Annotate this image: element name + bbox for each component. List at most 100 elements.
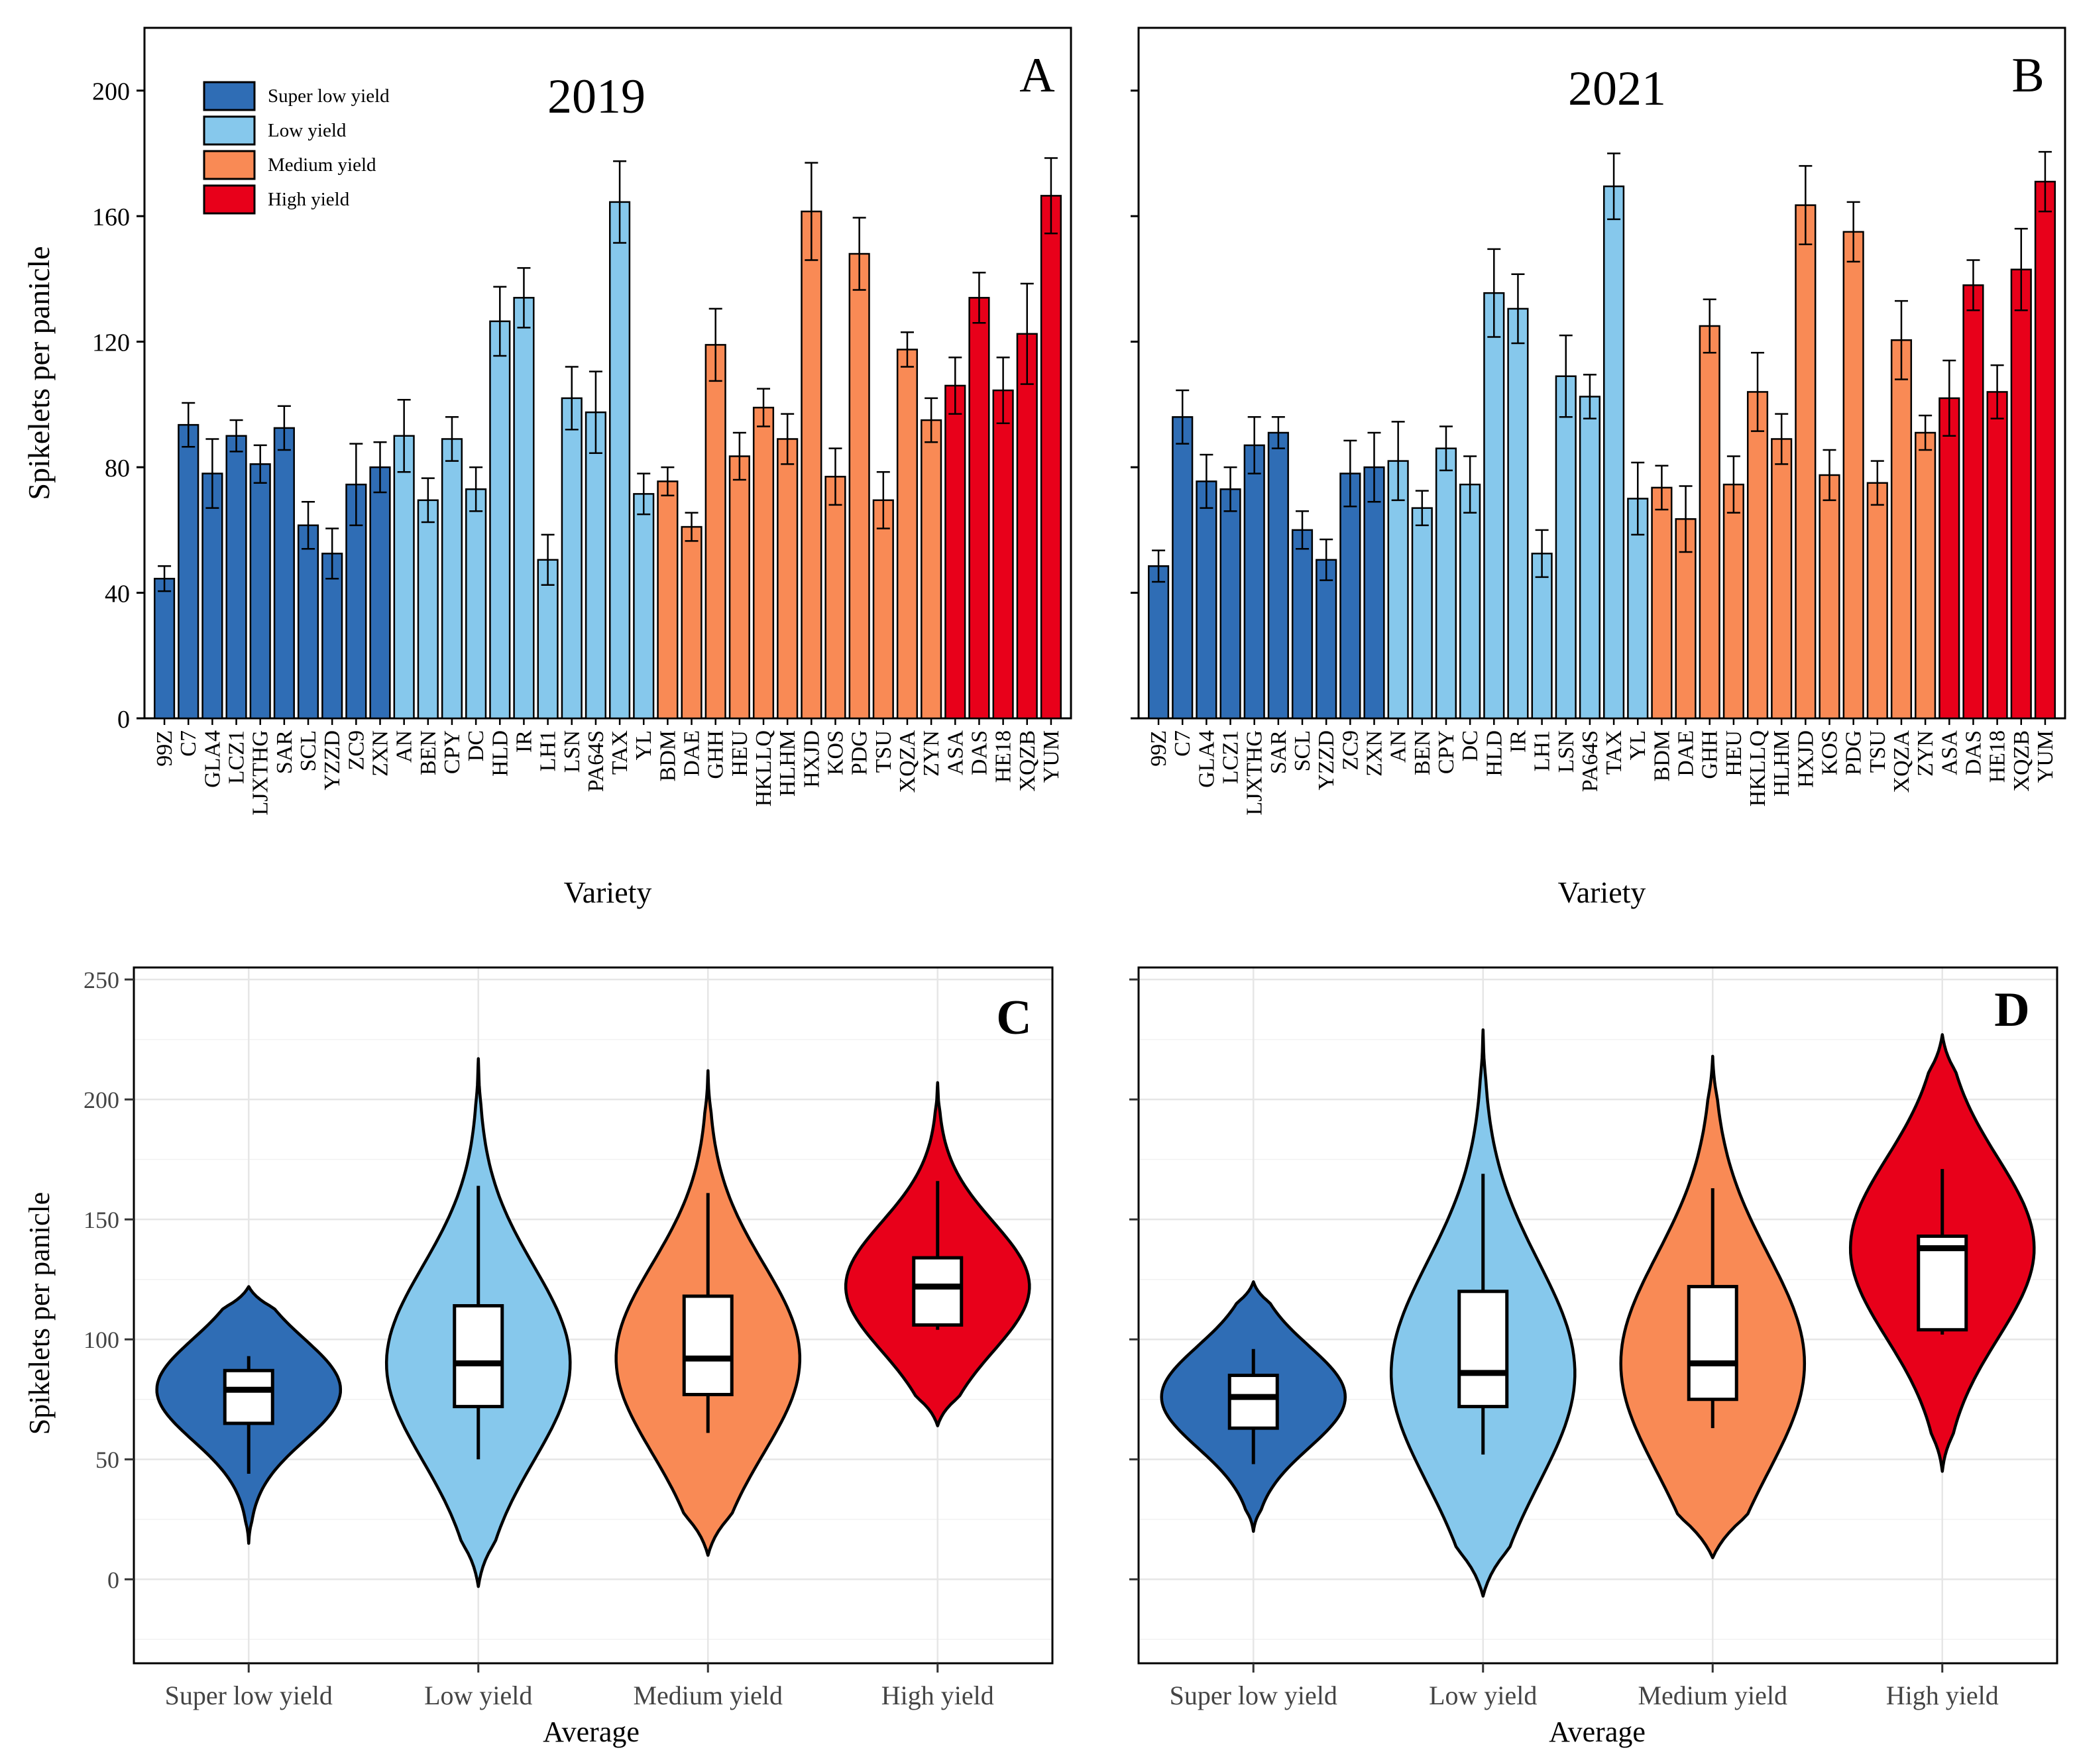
x-tick-label-XQZA: XQZA xyxy=(1889,730,1914,793)
x-tick-label-TAX: TAX xyxy=(608,730,632,775)
x-tick-label-LSN: LSN xyxy=(560,730,585,773)
panel-c-x-tick-labels: Super low yield Low yield Medium yield High… xyxy=(165,1663,994,1710)
x-tick-label-HKLLQ: HKLLQ xyxy=(1746,730,1770,806)
y-tick-label-5: 200 xyxy=(92,78,130,106)
x-tick-label-XQZB: XQZB xyxy=(2009,730,2034,792)
bar-DC xyxy=(465,488,487,720)
bar-SCL xyxy=(1291,529,1314,720)
x-tick-label-AN: AN xyxy=(392,730,417,763)
panel-b-x-tick-labels: 99Z C7 GLA4 LCZ1 LJXTHG SAR SCL YZZD ZC9 ZXN AN BEN… xyxy=(1147,718,2058,815)
panel-a-bars xyxy=(154,157,1062,720)
x-tick-label-Super low yield: Super low yield xyxy=(165,1681,333,1710)
x-tick-label-LH1: LH1 xyxy=(536,730,561,771)
bar-LCZ1 xyxy=(225,435,247,720)
x-tick-label-CPY: CPY xyxy=(440,730,465,774)
bar-DAS xyxy=(1962,284,1984,720)
y-tick-label-2: 80 xyxy=(105,455,130,482)
x-tick-label-BEN: BEN xyxy=(1410,730,1435,775)
x-tick-label-GLA4: GLA4 xyxy=(200,730,225,788)
y-tick-label-0: 0 xyxy=(107,1567,119,1593)
bar-TAX xyxy=(1603,185,1625,720)
legend-label-super-low: Super low yield xyxy=(268,85,390,107)
panel-b-frame xyxy=(1137,27,2066,720)
box-Low yield xyxy=(1457,1290,1509,1409)
x-tick-label-HE18: HE18 xyxy=(991,730,1016,783)
x-tick-label-IR: IR xyxy=(1506,730,1530,753)
box-Low yield xyxy=(453,1304,504,1409)
x-tick-label-Low yield: Low yield xyxy=(1429,1681,1537,1710)
bar-HKLLQ xyxy=(1746,391,1769,720)
bar-CPY xyxy=(1435,447,1457,720)
x-tick-label-High yield: High yield xyxy=(881,1681,994,1710)
x-tick-label-DAE: DAE xyxy=(680,730,704,777)
bar-YZZD xyxy=(1316,559,1337,720)
bar-YL xyxy=(633,493,655,720)
bar-ASA xyxy=(1938,397,1960,720)
panel-a-frame xyxy=(143,27,1072,720)
x-tick-label-99Z: 99Z xyxy=(1147,730,1171,767)
bar-HEU xyxy=(728,455,750,720)
x-tick-label-YL: YL xyxy=(1626,730,1650,760)
x-tick-label-SAR: SAR xyxy=(1266,730,1291,774)
bar-C7 xyxy=(178,423,199,720)
x-tick-label-YZZD: YZZD xyxy=(320,730,345,791)
bar-XQZB xyxy=(2010,268,2032,720)
bar-GLA4 xyxy=(201,472,223,720)
x-tick-label-ZYN: ZYN xyxy=(1913,730,1938,777)
x-tick-label-SAR: SAR xyxy=(272,730,297,774)
x-tick-label-SCL: SCL xyxy=(296,730,321,771)
x-tick-label-XQZB: XQZB xyxy=(1015,730,1040,792)
x-tick-label-99Z: 99Z xyxy=(152,730,177,767)
panel-c-xlabel: Average xyxy=(543,1716,640,1748)
bar-ZC9 xyxy=(1339,472,1361,720)
x-tick-label-AN: AN xyxy=(1386,730,1411,763)
bar-HEU xyxy=(1722,483,1744,720)
bar-LCZ1 xyxy=(1219,488,1241,720)
x-tick-label-CPY: CPY xyxy=(1434,730,1459,774)
x-tick-label-KOS: KOS xyxy=(1818,730,1842,775)
panel-b-bar-chart: 2021 B Variety 99Z C7 GLA4 LCZ1 LJXTHG SAR SCL… xyxy=(1131,27,2066,909)
bar-LH1 xyxy=(1531,553,1553,720)
bar-BEN xyxy=(1411,507,1433,720)
bar-KOS xyxy=(1819,474,1840,720)
bar-XQZA xyxy=(896,349,919,720)
box-Medium yield xyxy=(682,1294,734,1396)
y-tick-label-4: 160 xyxy=(92,203,130,231)
bar-ZYN xyxy=(1915,431,1937,720)
x-tick-label-PDG: PDG xyxy=(848,730,872,775)
bar-TSU xyxy=(872,499,894,720)
panel-c-ylabel: Spikelets per panicle xyxy=(23,1192,56,1435)
bar-BDM xyxy=(1651,486,1673,720)
x-tick-label-HLHM: HLHM xyxy=(775,730,800,797)
y-tick-label-4: 200 xyxy=(84,1087,119,1113)
panel-a-ylabel: Spikelets per panicle xyxy=(22,246,56,500)
x-tick-label-ZC9: ZC9 xyxy=(344,730,368,770)
bar-ZXN xyxy=(1363,466,1385,720)
y-tick-label-3: 150 xyxy=(84,1207,119,1233)
bar-HLD xyxy=(489,320,511,720)
x-tick-label-LH1: LH1 xyxy=(1530,730,1555,771)
x-tick-label-DAS: DAS xyxy=(967,730,991,775)
legend-swatch-low xyxy=(203,115,256,146)
bar-TSU xyxy=(1866,482,1888,720)
x-tick-label-GHH: GHH xyxy=(1698,730,1722,779)
x-tick-label-YUM: YUM xyxy=(1039,730,1064,783)
bar-CPY xyxy=(441,438,463,720)
bar-XQZB xyxy=(1016,333,1038,720)
panel-b-title: 2021 xyxy=(1568,62,1666,116)
bar-ZYN xyxy=(921,419,942,720)
x-tick-label-YL: YL xyxy=(632,730,656,760)
x-tick-label-HXJD: HXJD xyxy=(1793,730,1818,788)
y-tick-label-2: 100 xyxy=(84,1327,119,1353)
panel-c-axis: 0 50 100 150 200 250 xyxy=(84,967,134,1593)
panel-c-violins xyxy=(155,1057,1031,1588)
bar-IR xyxy=(1507,307,1529,720)
bar-LSN xyxy=(1555,375,1577,720)
panel-d-frame xyxy=(1137,966,2058,1665)
bar-PDG xyxy=(848,252,870,720)
panel-a-bar-chart: 2019 A Variety Spikelets per panicle 0 40… xyxy=(22,27,1072,909)
x-tick-label-YZZD: YZZD xyxy=(1314,730,1339,791)
bar-HE18 xyxy=(992,389,1014,720)
legend-swatch-super-low xyxy=(203,81,256,111)
x-tick-label-Medium yield: Medium yield xyxy=(1638,1681,1787,1710)
